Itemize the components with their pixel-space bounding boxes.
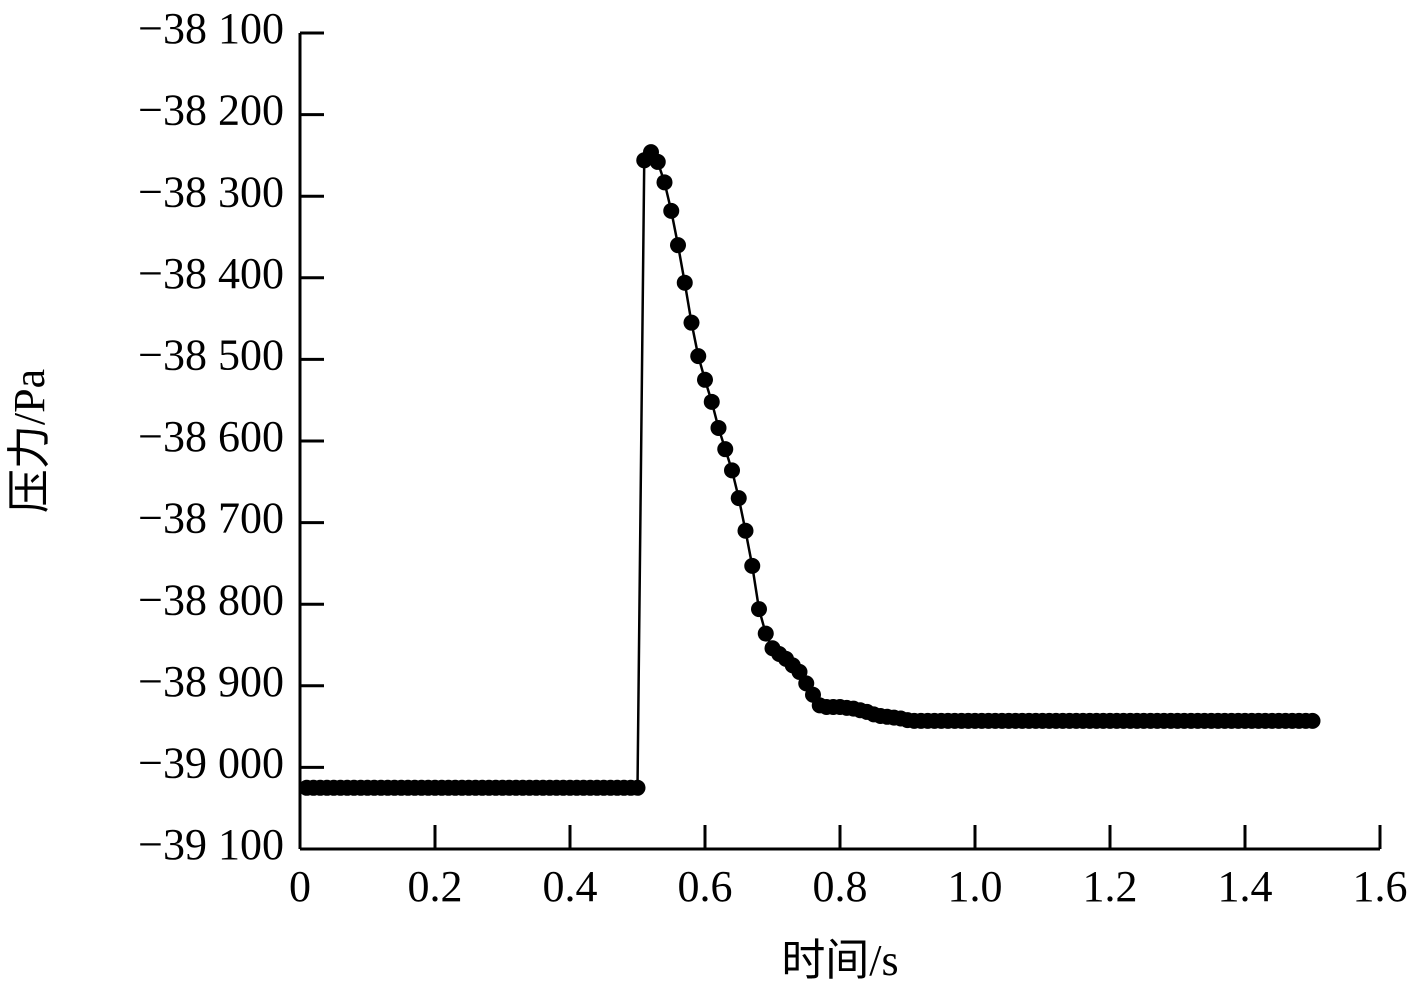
x-tick-label: 0.6 (678, 862, 733, 911)
y-tick-label: −38 100 (138, 4, 284, 53)
x-tick-label: 1.4 (1218, 862, 1273, 911)
y-tick-label: −38 500 (138, 330, 284, 379)
x-tick-label: 0.2 (408, 862, 463, 911)
point (656, 174, 673, 191)
y-axis-label: 压力/Pa (5, 369, 54, 513)
x-tick-label: 0.4 (543, 862, 598, 911)
point (663, 202, 680, 219)
point (697, 371, 713, 388)
x-tick-label: 0.8 (813, 862, 868, 911)
y-tick-label: −38 400 (138, 249, 284, 298)
point (751, 601, 767, 618)
point (676, 274, 693, 291)
y-tick-label: −38 800 (138, 575, 284, 624)
point (683, 314, 700, 331)
point (737, 522, 754, 539)
x-tick-label: 0 (289, 862, 311, 911)
y-tick-label: −38 200 (138, 86, 284, 135)
point (629, 779, 646, 796)
y-tick-label: −38 600 (138, 412, 284, 461)
point (649, 153, 666, 170)
y-tick-label: −39 100 (138, 820, 284, 869)
y-tick-label: −39 000 (138, 738, 284, 787)
point (730, 490, 747, 507)
x-tick-label: 1.0 (948, 862, 1003, 911)
x-tick-label: 1.6 (1353, 862, 1408, 911)
point (670, 237, 686, 254)
point (1304, 712, 1321, 729)
point (703, 393, 720, 410)
y-tick-label: −38 700 (138, 494, 284, 543)
point (724, 462, 740, 479)
x-axis-label: 时间/s (781, 936, 898, 985)
point (710, 419, 727, 436)
y-tick-label: −38 900 (138, 657, 284, 706)
point (744, 557, 761, 574)
x-tick-label: 1.2 (1083, 862, 1138, 911)
point (717, 441, 734, 458)
y-tick-label: −38 300 (138, 167, 284, 216)
point (690, 348, 707, 365)
point (757, 625, 774, 642)
